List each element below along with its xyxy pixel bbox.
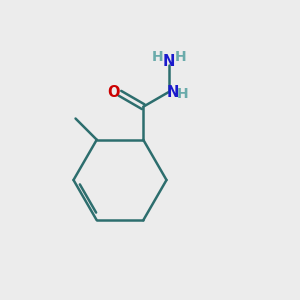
Text: N: N: [167, 85, 179, 100]
Text: O: O: [107, 85, 119, 100]
Text: H: H: [175, 50, 186, 64]
Text: H: H: [177, 87, 188, 101]
Text: H: H: [152, 50, 164, 64]
Text: N: N: [163, 54, 175, 69]
